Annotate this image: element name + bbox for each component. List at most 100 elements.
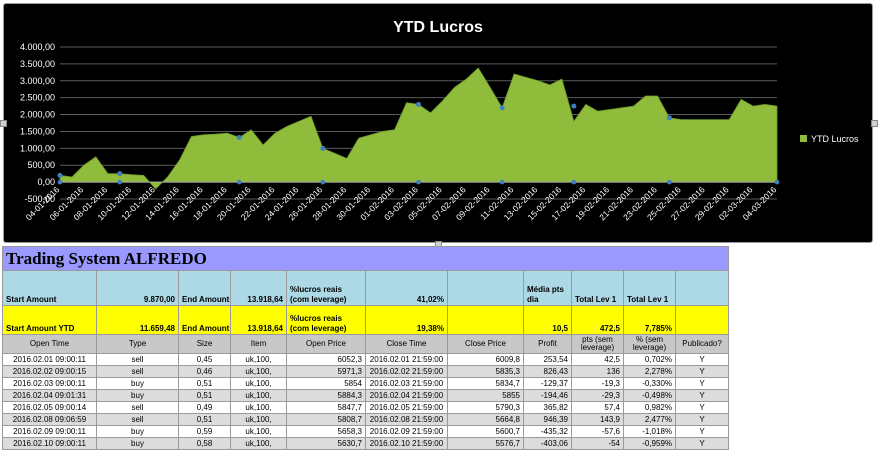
table-cell[interactable]: 6052,3	[286, 353, 366, 366]
table-cell[interactable]: -0,330%	[623, 377, 676, 390]
column-header[interactable]: Type	[96, 334, 179, 354]
table-cell[interactable]: 2016.02.05 21:59:00	[365, 401, 448, 414]
table-cell[interactable]: 2016.02.02 09:00:15	[2, 365, 97, 378]
table-cell[interactable]: 0,46	[178, 365, 231, 378]
table-cell[interactable]: 0,51	[178, 377, 231, 390]
table-cell[interactable]: 253,54	[523, 353, 572, 366]
chart-resize-handle[interactable]	[0, 120, 7, 127]
table-cell[interactable]: 2016.02.09 21:59:00	[365, 425, 448, 438]
sheet-title[interactable]: Trading System ALFREDO	[1, 246, 730, 271]
table-cell[interactable]: sell	[96, 413, 179, 426]
table-cell[interactable]: 5808,7	[286, 413, 366, 426]
table-cell[interactable]: uk,100,	[230, 377, 287, 390]
table-cell[interactable]: -194,46	[523, 389, 572, 402]
table-cell[interactable]: -54	[571, 437, 624, 450]
table-cell[interactable]: 5630,7	[286, 437, 366, 450]
column-header[interactable]: Open Time	[2, 334, 97, 354]
table-cell[interactable]: 5884,3	[286, 389, 366, 402]
table-cell[interactable]: 0,49	[178, 401, 231, 414]
column-header[interactable]: Close Price	[447, 334, 524, 354]
table-cell[interactable]: 136	[571, 365, 624, 378]
total-pct-value[interactable]: 7,785%	[623, 305, 676, 335]
table-cell[interactable]: -0,959%	[623, 437, 676, 450]
empty-cell[interactable]	[447, 270, 524, 306]
table-cell[interactable]: buy	[96, 377, 179, 390]
empty-cell[interactable]	[674, 270, 730, 306]
lucros-label[interactable]: %lucros reais (com leverage)	[286, 270, 366, 306]
table-cell[interactable]: 5971,3	[286, 365, 366, 378]
table-cell[interactable]: 2016.02.03 09:00:11	[2, 377, 97, 390]
empty-cell[interactable]	[674, 305, 730, 335]
table-cell[interactable]: Y	[674, 353, 730, 366]
column-header[interactable]: Profit	[523, 334, 572, 354]
table-cell[interactable]: sell	[96, 353, 179, 366]
start-amount-label[interactable]: Start Amount	[2, 270, 97, 306]
table-cell[interactable]: -19,3	[571, 377, 624, 390]
table-cell[interactable]: uk,100,	[230, 425, 287, 438]
column-header[interactable]: % (sem leverage)	[623, 334, 676, 354]
table-cell[interactable]: 0,702%	[623, 353, 676, 366]
table-cell[interactable]: Y	[674, 377, 730, 390]
table-cell[interactable]: 2016.02.08 21:59:00	[365, 413, 448, 426]
column-header[interactable]: Close Time	[365, 334, 448, 354]
table-cell[interactable]: Y	[674, 389, 730, 402]
table-cell[interactable]: 0,51	[178, 389, 231, 402]
table-cell[interactable]: 2016.02.05 09:00:14	[2, 401, 97, 414]
table-cell[interactable]: 143,9	[571, 413, 624, 426]
table-cell[interactable]: 5600,7	[447, 425, 524, 438]
media-pts-value[interactable]: 10,5	[523, 305, 572, 335]
table-cell[interactable]: -57,6	[571, 425, 624, 438]
table-cell[interactable]: 5847,7	[286, 401, 366, 414]
table-cell[interactable]: Y	[674, 437, 730, 450]
table-cell[interactable]: uk,100,	[230, 353, 287, 366]
table-cell[interactable]: 2016.02.08 09:06:59	[2, 413, 97, 426]
table-cell[interactable]: 0,51	[178, 413, 231, 426]
table-cell[interactable]: 5576,7	[447, 437, 524, 450]
table-cell[interactable]: Y	[674, 425, 730, 438]
table-cell[interactable]: 2016.02.10 09:00:11	[2, 437, 97, 450]
table-cell[interactable]: 0,982%	[623, 401, 676, 414]
chart-area[interactable]: YTD Lucros 4.000,00 3.500,00 3.000,00 2.500,…	[3, 3, 873, 243]
table-cell[interactable]: 2016.02.04 09:01:31	[2, 389, 97, 402]
table-cell[interactable]: 2016.02.03 21:59:00	[365, 377, 448, 390]
start-amount-value[interactable]: 9.870,00	[96, 270, 179, 306]
total-lev-label-2[interactable]: Total Lev 1	[623, 270, 676, 306]
end-amount-value[interactable]: 13.918,64	[230, 305, 287, 335]
table-cell[interactable]: sell	[96, 365, 179, 378]
chart-resize-handle[interactable]	[871, 120, 878, 127]
column-header[interactable]: Open Price	[286, 334, 366, 354]
column-header[interactable]: Item	[230, 334, 287, 354]
table-cell[interactable]: 365,82	[523, 401, 572, 414]
table-cell[interactable]: 2,477%	[623, 413, 676, 426]
table-cell[interactable]: uk,100,	[230, 437, 287, 450]
table-cell[interactable]: -29,3	[571, 389, 624, 402]
table-cell[interactable]: 5855	[447, 389, 524, 402]
table-cell[interactable]: 2016.02.01 21:59:00	[365, 353, 448, 366]
table-cell[interactable]: sell	[96, 401, 179, 414]
table-cell[interactable]: 2,278%	[623, 365, 676, 378]
lucros-ytd-value[interactable]: 19,38%	[365, 305, 448, 335]
column-header[interactable]: Publicado?	[674, 334, 730, 354]
table-cell[interactable]: 5835,3	[447, 365, 524, 378]
table-cell[interactable]: 5658,3	[286, 425, 366, 438]
table-cell[interactable]: 5834,7	[447, 377, 524, 390]
empty-cell[interactable]	[447, 305, 524, 335]
media-pts-label[interactable]: Média pts dia	[523, 270, 572, 306]
table-cell[interactable]: 2016.02.02 21:59:00	[365, 365, 448, 378]
lucros-label[interactable]: %lucros reais (com leverage)	[286, 305, 366, 335]
table-cell[interactable]: buy	[96, 437, 179, 450]
table-cell[interactable]: 0,58	[178, 437, 231, 450]
table-cell[interactable]: 42,5	[571, 353, 624, 366]
table-cell[interactable]: Y	[674, 401, 730, 414]
start-amount-ytd-value[interactable]: 11.659,48	[96, 305, 179, 335]
lucros-value[interactable]: 41,02%	[365, 270, 448, 306]
table-cell[interactable]: 2016.02.10 21:59:00	[365, 437, 448, 450]
total-pts-value[interactable]: 472,5	[571, 305, 624, 335]
table-cell[interactable]: 6009,8	[447, 353, 524, 366]
total-lev-label[interactable]: Total Lev 1	[571, 270, 624, 306]
table-cell[interactable]: -129,37	[523, 377, 572, 390]
table-cell[interactable]: uk,100,	[230, 365, 287, 378]
column-header[interactable]: pts (sem leverage)	[571, 334, 624, 354]
table-cell[interactable]: 0,59	[178, 425, 231, 438]
table-cell[interactable]: Y	[674, 365, 730, 378]
